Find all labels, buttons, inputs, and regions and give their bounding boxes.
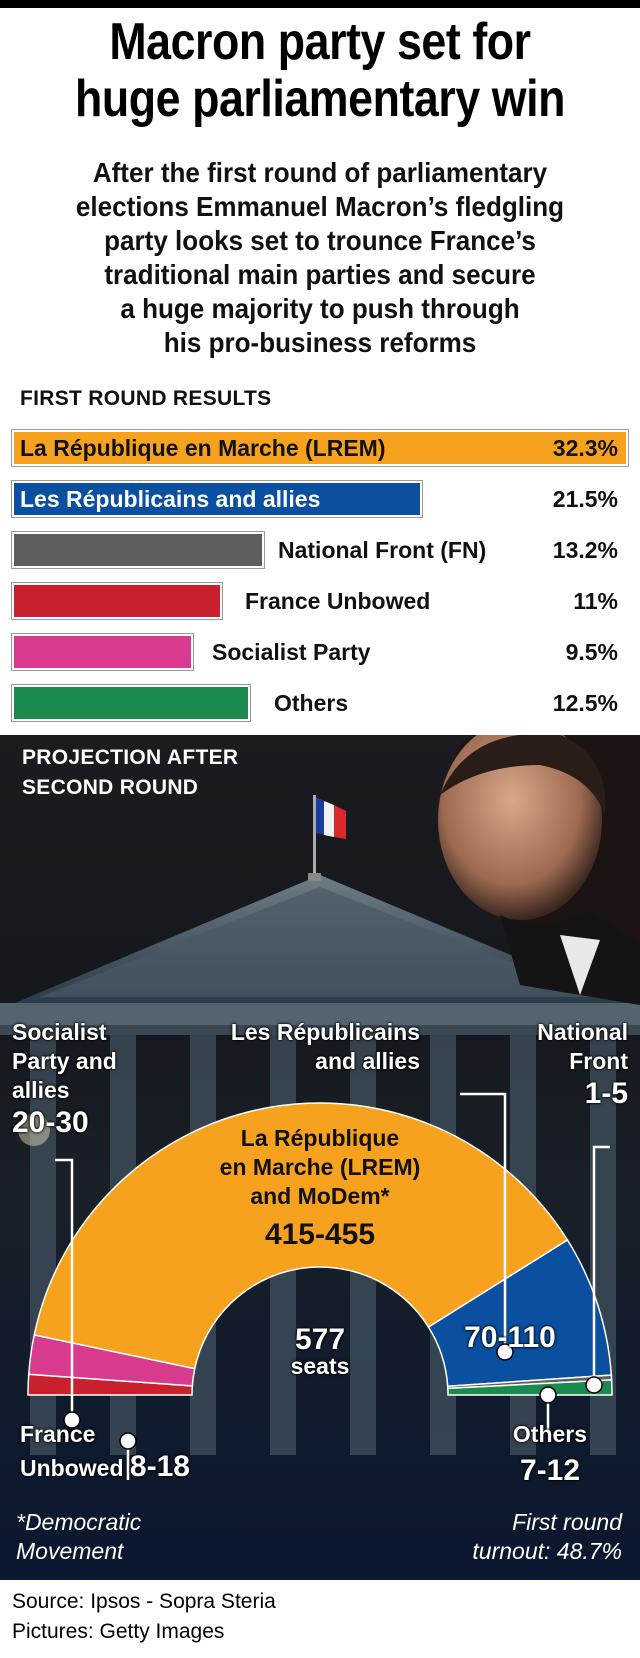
parliament-building-illustration: [0, 735, 640, 1455]
source-credit: Source: Ipsos - Sopra Steria: [12, 1590, 276, 1613]
leader-dot-3: [496, 1343, 514, 1361]
label-france-unbowed: France Unbowed 8-18: [20, 1421, 190, 1483]
top-rule: [0, 0, 640, 8]
bar-5: [12, 685, 250, 721]
bar-value-5: 12.5%: [552, 690, 618, 716]
subhead-line: After the first round of parliamentary: [92, 157, 548, 188]
subhead-line: a huge majority to push through: [120, 293, 520, 324]
first-round-bar-chart: La République en Marche (LREM) 32.3% Les R…: [0, 0, 640, 740]
leader-dot-4: [585, 1376, 603, 1394]
value-others: 7-12: [519, 1454, 581, 1487]
leader-dot-1: [63, 1411, 81, 1429]
french-flag-icon: [316, 797, 346, 839]
bar-value-3: 11%: [573, 588, 618, 614]
bar-label-5: Others: [274, 690, 349, 716]
footnote: *Democratic Movement: [16, 1509, 142, 1564]
first-round-title: First Round Results: [20, 387, 272, 410]
bar-3: [12, 583, 222, 619]
projection-title-text: Projection After Second Round: [22, 746, 239, 799]
label-others: Others 7-12: [480, 1420, 620, 1489]
bar-value-1: 21.5%: [552, 486, 618, 512]
bar-value-0: 32.3%: [552, 435, 618, 461]
bar-label-1: Les Républicains and allies: [20, 486, 321, 512]
portrait-illustration: [438, 735, 640, 1005]
leader-dot-5: [539, 1386, 557, 1404]
value-national-front: 1-5: [584, 1077, 628, 1110]
headline-line-1: Macron party set for: [109, 13, 531, 71]
subhead-line: party looks set to trounce France’s: [104, 225, 536, 256]
leader-line-1: [55, 1158, 74, 1420]
bar-label-2: National Front (FN): [278, 537, 487, 563]
label-socialist: Socialist Party and allies 20-30: [12, 1019, 117, 1139]
bar-0: [12, 430, 628, 466]
total-seats: 577 seats: [250, 1322, 390, 1381]
bar-label-0: La République en Marche (LREM): [20, 435, 386, 461]
label-republicains: Les Républicains and allies: [230, 1019, 420, 1074]
hemicycle-segment-2: [33, 1102, 569, 1370]
turnout-note: First round turnout: 48.7%: [472, 1509, 622, 1564]
total-seats-unit: seats: [290, 1353, 350, 1379]
bar-2: [12, 532, 264, 568]
leader-line-4: [592, 1145, 610, 1385]
subhead-line: his pro-business reforms: [163, 327, 477, 358]
bar-label-4: Socialist Party: [212, 639, 371, 665]
bar-label-3: France Unbowed: [245, 588, 431, 614]
headline-line-2: huge parliamentary win: [74, 70, 566, 128]
value-france-unbowed: 8-18: [129, 1450, 190, 1483]
label-lrem: La République en Marche (LREM) and MoDem…: [170, 1124, 470, 1253]
bar-1: [12, 481, 422, 517]
label-national-front: National Front 1-5: [500, 1018, 628, 1112]
value-socialist: 20-30: [12, 1106, 89, 1139]
projection-title: Projection After Second Round: [22, 743, 282, 803]
pictures-credit: Pictures: Getty Images: [12, 1620, 225, 1643]
value-lrem: 415-455: [264, 1218, 376, 1251]
subhead-line: traditional main parties and secure: [104, 259, 536, 290]
leader-line-3: [460, 1092, 507, 1352]
value-republicains: 70-110: [464, 1321, 556, 1354]
hemicycle-segment-5: [447, 1379, 613, 1396]
bar-value-4: 9.5%: [565, 639, 618, 665]
total-seats-value: 577: [294, 1323, 346, 1356]
footer: Source: Ipsos - Sopra Steria Pictures: G…: [0, 1580, 640, 1658]
bar-value-2: 13.2%: [552, 537, 618, 563]
bar-4: [12, 634, 193, 670]
headline: Macron party set for huge parliamentary …: [45, 14, 595, 128]
projection-panel: [0, 735, 640, 1580]
subheadline: After the first round of parliamentary e…: [22, 156, 617, 360]
leader-dot-0: [119, 1432, 137, 1450]
subhead-line: elections Emmanuel Macron’s fledgling: [75, 191, 565, 222]
